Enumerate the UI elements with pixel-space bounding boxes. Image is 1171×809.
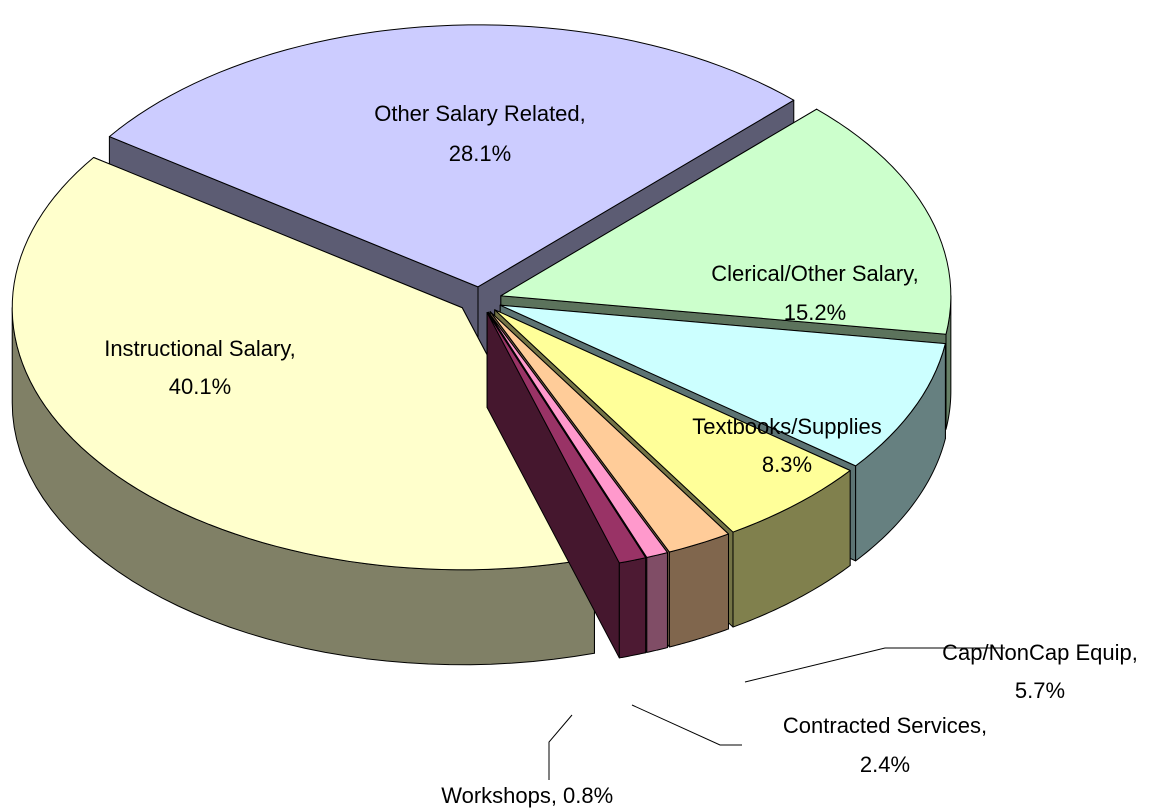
data-label: Clerical/Other Salary,: [711, 261, 918, 286]
data-label: Workshops,: [441, 783, 557, 808]
slice: [486, 311, 647, 564]
slice: [500, 108, 952, 335]
leader-line: [744, 647, 1005, 683]
slice: [489, 311, 729, 553]
data-label: Other Salary Related,: [374, 101, 586, 126]
slice: [108, 24, 795, 288]
data-label: Textbooks/Supplies: [692, 414, 882, 439]
slice-wall: [646, 552, 668, 653]
data-label: 15.2%: [784, 300, 846, 325]
data-label: Instructional Salary,: [104, 336, 296, 361]
data-label: 2.4%: [860, 752, 910, 777]
data-label: 28.1%: [449, 141, 511, 166]
data-label: 8.3%: [762, 452, 812, 477]
slice: [487, 311, 668, 558]
data-label: 5.7%: [1015, 678, 1065, 703]
data-label: Contracted Services,: [783, 713, 987, 738]
slice: [499, 304, 946, 467]
data-label: 0.8%: [563, 783, 613, 808]
leader-line: [548, 714, 573, 780]
slice: [11, 156, 595, 571]
data-label: Cap/NonCap Equip,: [942, 640, 1138, 665]
slice-wall: [618, 557, 647, 659]
slice: [494, 309, 851, 533]
leader-line: [631, 704, 742, 746]
slice-wall: [668, 533, 729, 648]
data-label: 40.1%: [169, 374, 231, 399]
